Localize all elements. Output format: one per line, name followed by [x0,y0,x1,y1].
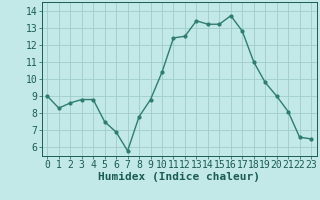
X-axis label: Humidex (Indice chaleur): Humidex (Indice chaleur) [98,172,260,182]
